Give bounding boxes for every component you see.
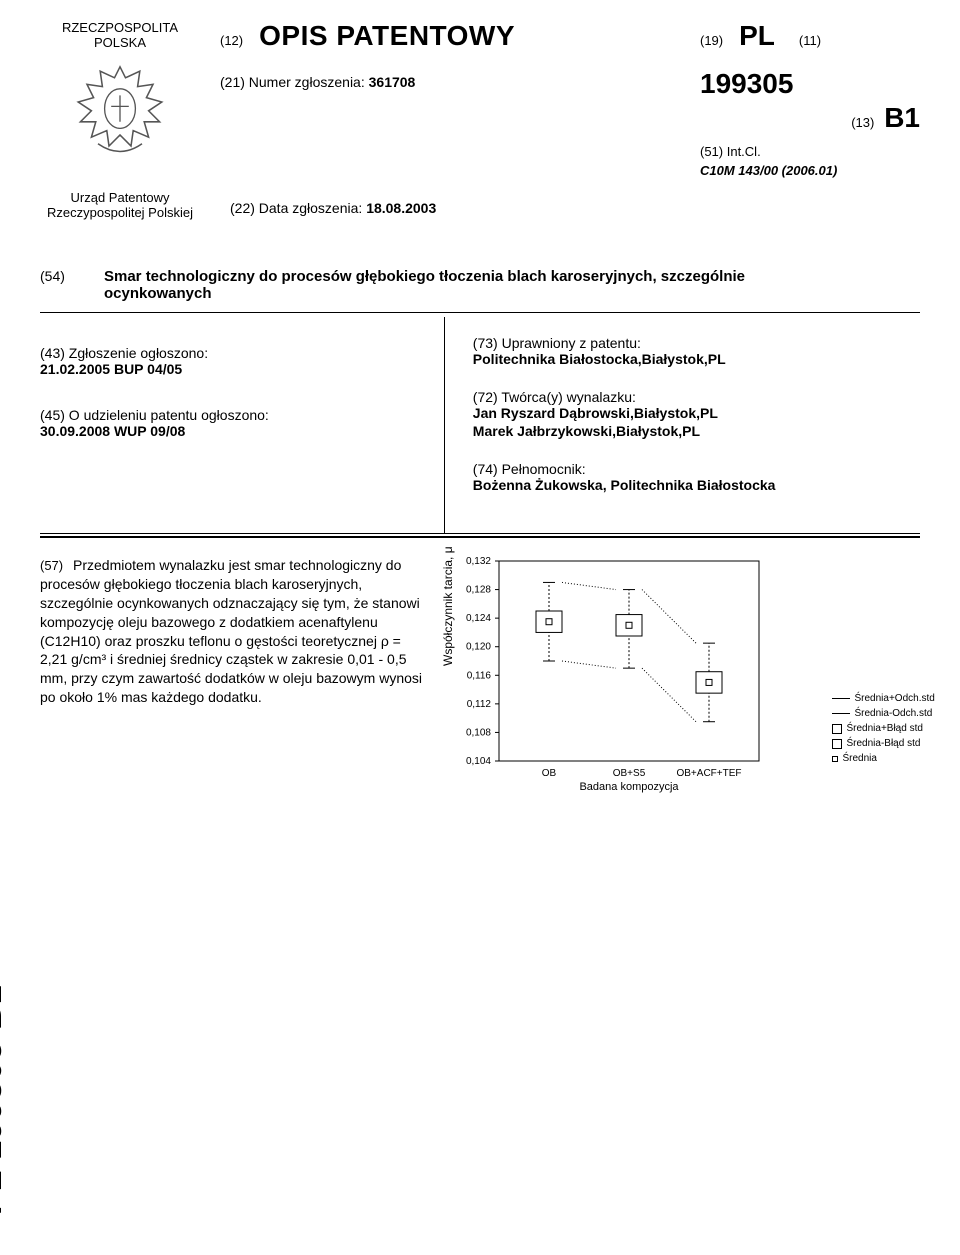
svg-text:OB: OB — [542, 768, 557, 779]
doc-kind-title: OPIS PATENTOWY — [259, 20, 515, 52]
item-72: (72) Twórca(y) wynalazku: Jan Ryszard Dą… — [473, 389, 920, 439]
val-51: C10M 143/00 (2006.01) — [700, 163, 920, 178]
code-74: (74) Pełnomocnik: — [473, 461, 920, 477]
title-54: Smar technologiczny do procesów głębokie… — [104, 268, 784, 302]
spine-label: PL 199305 B1 — [0, 984, 10, 1215]
office-name: Urząd Patentowy Rzeczypospolitej Polskie… — [40, 190, 200, 220]
code-51: (51) Int.Cl. — [700, 144, 761, 159]
title-line-1: (12) OPIS PATENTOWY — [220, 20, 680, 52]
val-19: PL — [739, 20, 775, 52]
legend-row: Średnia+Odch.std — [832, 691, 934, 706]
val-72-1: Jan Ryszard Dąbrowski,Białystok,PL — [473, 405, 920, 421]
item-74: (74) Pełnomocnik: Bożenna Żukowska, Poli… — [473, 461, 920, 493]
biblio-right: (73) Uprawniony z patentu: Politechnika … — [445, 317, 920, 533]
code-22: (22) Data zgłoszenia: — [230, 200, 362, 216]
section-54: (54) Smar technologiczny do procesów głę… — [40, 268, 920, 312]
title-line-r1: (19) PL (11) 199305 — [700, 20, 920, 100]
code-72: (72) Twórca(y) wynalazku: — [473, 389, 920, 405]
header-mid: (12) OPIS PATENTOWY (21) Numer zgłoszeni… — [220, 20, 680, 178]
office-row: Urząd Patentowy Rzeczypospolitej Polskie… — [40, 190, 920, 220]
legend-2: Średnia+Błąd std — [846, 721, 922, 736]
header-right: (19) PL (11) 199305 (13) B1 (51) Int.Cl.… — [700, 20, 920, 178]
legend-row: Średnia-Odch.std — [832, 706, 934, 721]
legend-4: Średnia — [842, 751, 876, 766]
office-line2: Rzeczypospolitej Polskiej — [40, 205, 200, 220]
boxplot-svg: 0,104 0,108 0,112 0,116 0,120 0,124 0,128 0,132… — [445, 556, 779, 796]
application-number-row: (21) Numer zgłoszenia: 361708 — [220, 74, 680, 90]
code-11: (11) — [799, 33, 821, 48]
code-12: (12) — [220, 33, 243, 48]
svg-text:OB+S5: OB+S5 — [613, 768, 646, 779]
val-73: Politechnika Białostocka,Białystok,PL — [473, 351, 920, 367]
code-45: (45) O udzieleniu patentu ogłoszono: — [40, 407, 426, 423]
svg-text:0,112: 0,112 — [467, 699, 492, 710]
rule-3 — [40, 536, 920, 538]
val-22: 18.08.2003 — [366, 200, 436, 216]
svg-text:0,132: 0,132 — [466, 556, 491, 567]
abstract-text: Przedmiotem wynalazku jest smar technolo… — [40, 557, 422, 705]
val-13: B1 — [884, 102, 920, 133]
chart-col: 0,104 0,108 0,112 0,116 0,120 0,124 0,128 0,132… — [445, 556, 920, 816]
svg-text:OB+ACF+TEF: OB+ACF+TEF — [676, 768, 741, 779]
code-21: (21) Numer zgłoszenia: — [220, 74, 365, 90]
svg-text:0,120: 0,120 — [466, 642, 491, 653]
legend-1: Średnia-Odch.std — [854, 706, 932, 721]
biblio-block: (43) Zgłoszenie ogłoszono: 21.02.2005 BU… — [40, 317, 920, 533]
val-43: 21.02.2005 BUP 04/05 — [40, 361, 426, 377]
code-54: (54) — [40, 268, 80, 302]
svg-text:0,108: 0,108 — [466, 727, 491, 738]
svg-text:Badana kompozycja: Badana kompozycja — [579, 781, 679, 793]
val-74: Bożenna Żukowska, Politechnika Białostoc… — [473, 477, 920, 493]
office-line1: Urząd Patentowy — [40, 190, 200, 205]
country-name: RZECZPOSPOLITA POLSKA — [40, 20, 200, 50]
legend-0: Średnia+Odch.std — [854, 691, 934, 706]
filing-date-row: (22) Data zgłoszenia: 18.08.2003 — [230, 190, 436, 220]
header-row: RZECZPOSPOLITA POLSKA (12) OPIS PATENTOW… — [40, 20, 920, 178]
svg-text:0,116: 0,116 — [467, 670, 492, 681]
header-left: RZECZPOSPOLITA POLSKA — [40, 20, 200, 178]
svg-text:0,128: 0,128 — [466, 585, 491, 596]
code-57: (57) — [40, 558, 63, 573]
svg-text:0,124: 0,124 — [466, 613, 491, 624]
legend-row: Średnia+Błąd std — [832, 721, 934, 736]
friction-chart: 0,104 0,108 0,112 0,116 0,120 0,124 0,128 0,132… — [445, 556, 925, 816]
coat-of-arms-icon — [65, 58, 175, 168]
item-73: (73) Uprawniony z patentu: Politechnika … — [473, 335, 920, 367]
legend-3: Średnia-Błąd std — [846, 736, 920, 751]
svg-text:0,104: 0,104 — [466, 756, 491, 767]
chart-ylabel: Współczynnik tarcia, μ — [441, 546, 455, 666]
chart-legend: Średnia+Odch.std Średnia-Odch.std Średni… — [832, 691, 934, 766]
legend-row: Średnia-Błąd std — [832, 736, 934, 751]
val-11: 199305 — [700, 68, 793, 100]
val-21: 361708 — [369, 74, 416, 90]
val-45: 30.09.2008 WUP 09/08 — [40, 423, 426, 439]
code-73: (73) Uprawniony z patentu: — [473, 335, 920, 351]
rule-2 — [40, 533, 920, 534]
abstract-row: (57) Przedmiotem wynalazku jest smar tec… — [40, 556, 920, 816]
abstract-col: (57) Przedmiotem wynalazku jest smar tec… — [40, 556, 425, 707]
item-43: (43) Zgłoszenie ogłoszono: 21.02.2005 BU… — [40, 345, 426, 377]
rule-1 — [40, 312, 920, 313]
code-19: (19) — [700, 33, 723, 48]
val-72-2: Marek Jałbrzykowski,Białystok,PL — [473, 423, 920, 439]
item-45: (45) O udzieleniu patentu ogłoszono: 30.… — [40, 407, 426, 439]
code-43: (43) Zgłoszenie ogłoszono: — [40, 345, 426, 361]
legend-row: Średnia — [832, 751, 934, 766]
biblio-left: (43) Zgłoszenie ogłoszono: 21.02.2005 BU… — [40, 317, 445, 533]
intcl-row: (51) Int.Cl. — [700, 144, 920, 159]
code-13: (13) — [851, 115, 874, 130]
b1-row: (13) B1 — [700, 102, 920, 134]
